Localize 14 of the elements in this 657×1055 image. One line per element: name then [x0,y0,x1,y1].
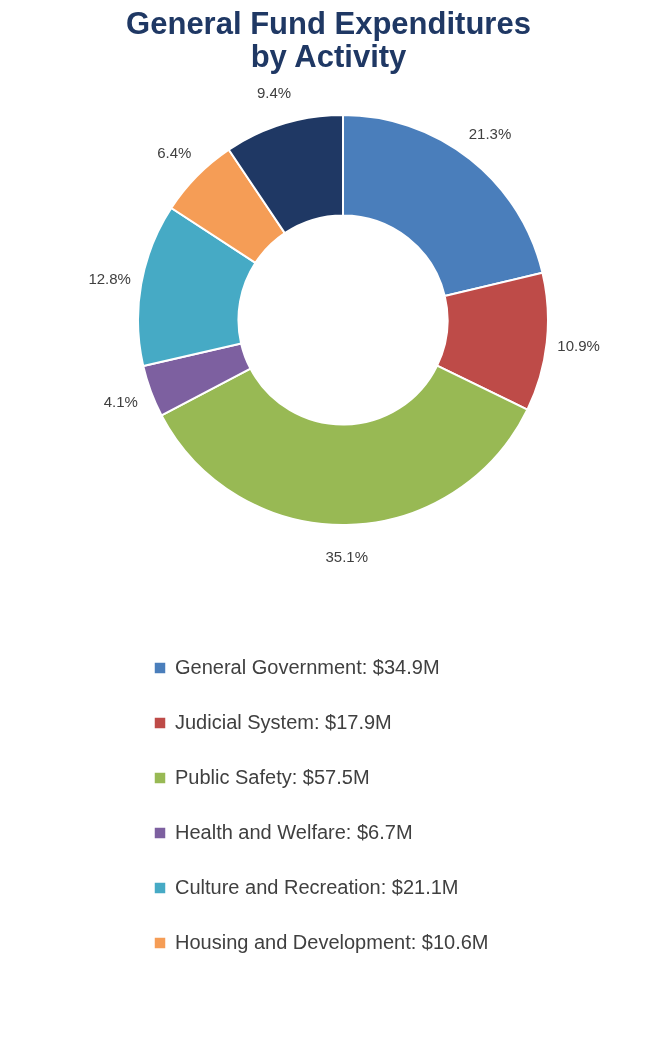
legend-label: General Government: $34.9M [175,656,440,678]
legend-label: Public Safety: $57.5M [175,766,370,788]
data-label: 4.1% [103,393,138,411]
chart-title: General Fund Expenditures by Activity [126,6,531,75]
legend-label: Health and Welfare: $6.7M [175,821,413,843]
data-label: 10.9% [557,337,600,355]
legend-label: Culture and Recreation: $21.1M [175,876,459,898]
data-label: 9.4% [256,84,292,102]
legend-label: Housing and Development: $10.6M [175,931,489,953]
legend-label: Judicial System: $17.9M [175,711,392,733]
data-label: 21.3% [468,125,512,143]
data-label: 12.8% [88,269,131,287]
data-label: 35.1% [325,547,368,565]
data-label: 6.4% [157,144,192,162]
